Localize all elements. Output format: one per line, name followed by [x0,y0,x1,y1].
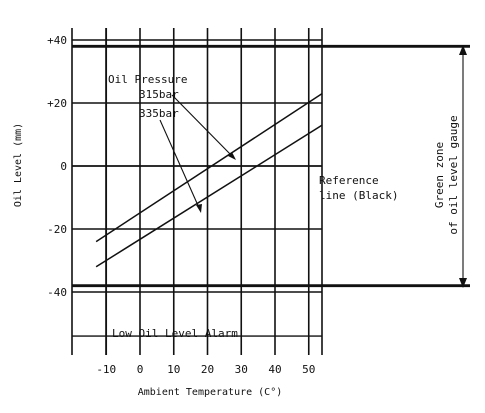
green-zone-label-line2: of oil level gauge [447,115,460,234]
y-tick-label: -40 [47,286,67,299]
series-line-315bar [95,92,323,243]
y-tick-label: 54 [54,0,68,3]
series-lines [95,92,323,268]
reference-label-line1: Reference [319,174,379,187]
y-tick-label: +20 [47,97,67,110]
green-zone-arrow-top [459,45,467,55]
oil-pressure-annotation: Oil Pressure 315bar 335bar [108,73,236,213]
arrow-315bar-head [228,152,236,160]
x-tick-label: 0 [137,363,144,376]
green-zone-annotation: Green zone of oil level gauge [433,45,467,288]
series-335bar-label: 335bar [139,107,179,120]
green-zone-arrow-bottom [459,278,467,288]
x-tick-label: 40 [268,363,281,376]
x-tick-label: -10 [96,363,116,376]
y-tick-labels: +40 +20 0 -20 -40 54 [47,0,67,299]
reference-label-line2: line (Black) [319,189,398,202]
arrow-335bar-head [196,204,202,213]
series-315bar-label: 315bar [139,88,179,101]
x-tick-label: 50 [302,363,315,376]
x-tick-label: 10 [167,363,180,376]
y-tick-label: -20 [47,223,67,236]
series-line-335bar [95,124,323,268]
arrow-315bar [171,94,235,159]
y-tick-label: 0 [60,160,67,173]
y-tick-label: +40 [47,34,67,47]
reference-line-annotation: Reference line (Black) [319,174,398,202]
green-zone-label-line1: Green zone [433,142,446,208]
oil-pressure-label: Oil Pressure [108,73,187,86]
low-oil-alarm-annotation: Low Oil Level Alarm [112,327,238,340]
x-axis-label: Ambient Temperature (C°) [138,387,283,398]
arrow-335bar [159,119,201,211]
x-tick-labels: -10 0 10 20 30 40 50 [96,363,315,376]
y-axis-label: Oil Level (mm) [13,123,24,207]
horizontal-grid [72,39,470,337]
x-tick-label: 20 [201,363,214,376]
low-oil-alarm-label: Low Oil Level Alarm [112,327,238,340]
x-tick-label: 30 [235,363,248,376]
